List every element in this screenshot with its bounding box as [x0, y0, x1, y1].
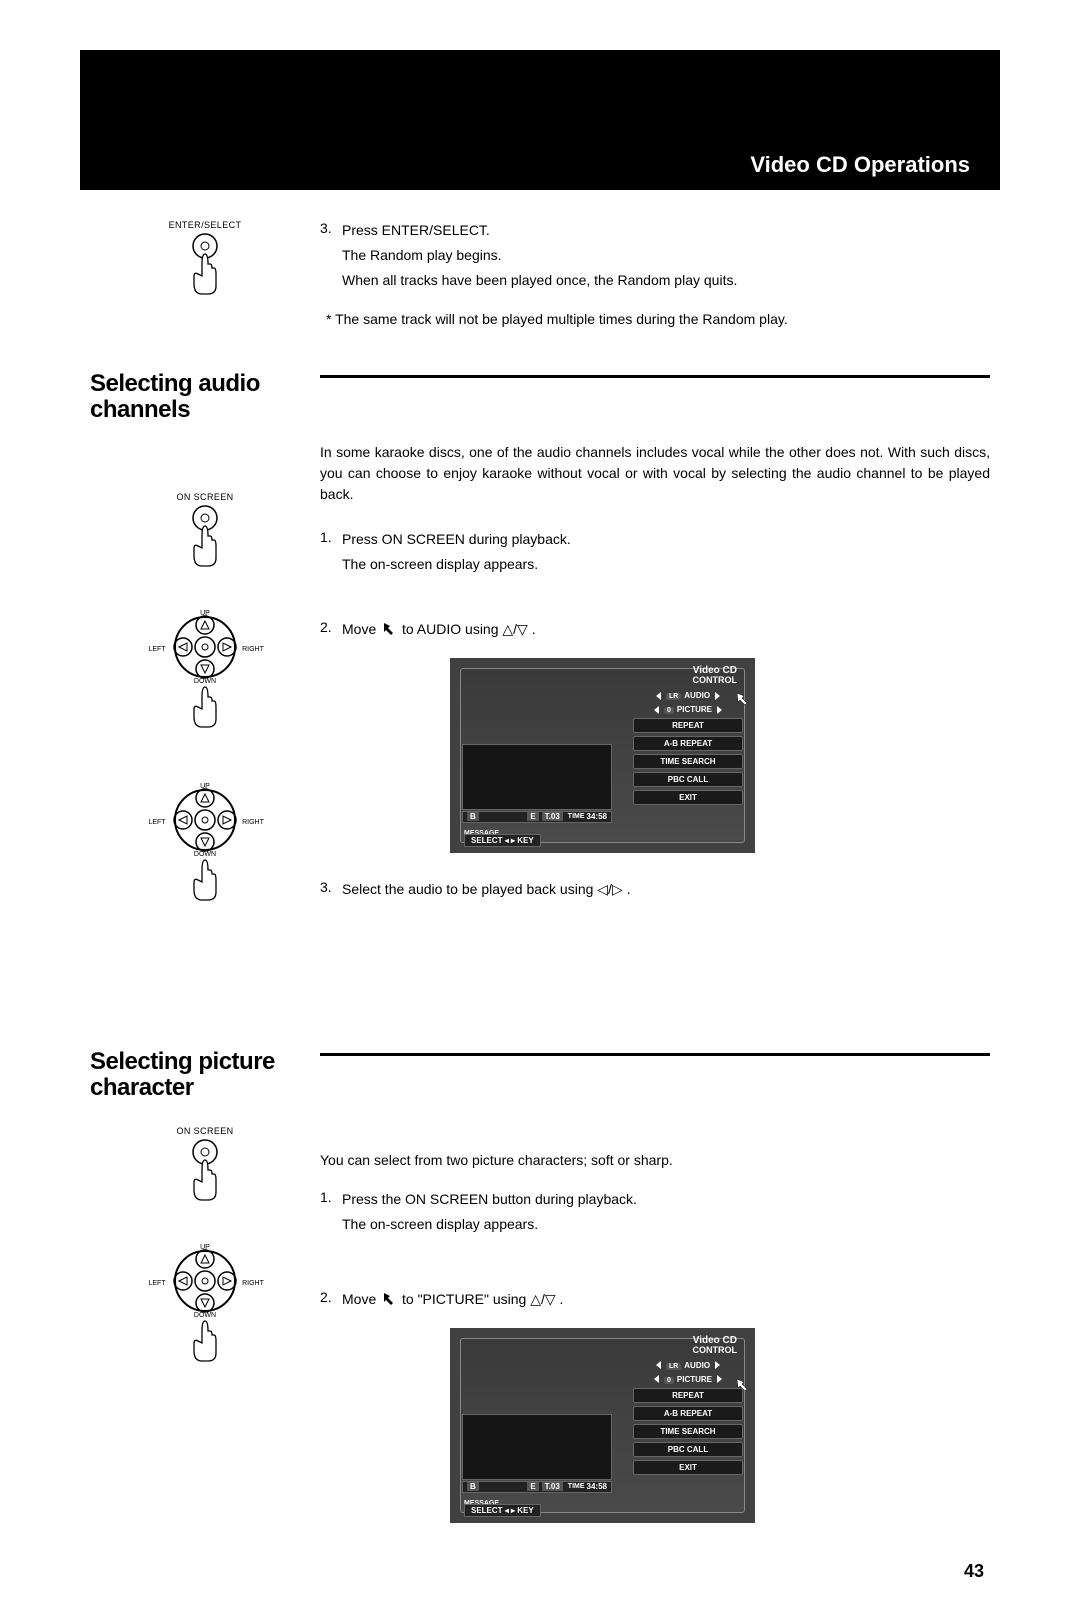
svg-text:LEFT: LEFT [148, 646, 166, 653]
step-line: When all tracks have been played once, t… [342, 270, 990, 291]
osd-item-picture: 0PICTURE [633, 704, 743, 715]
on-screen-callout: ON SCREEN [90, 1126, 320, 1211]
manual-page: Video CD Operations ENTER/SELECT 3. Pres… [0, 0, 1080, 1622]
osd-time-bar: B E T.03 TIME 34:58 [462, 1481, 612, 1493]
step-number: 2. [320, 619, 342, 644]
icon-label: ON SCREEN [90, 492, 320, 502]
finger-press-icon [180, 232, 230, 302]
step-number: 1. [320, 529, 342, 579]
osd-item-time: TIME SEARCH [633, 1424, 743, 1439]
page-number: 43 [90, 1561, 990, 1582]
osd-time-bar: B E T.03 TIME 34:58 [462, 811, 612, 823]
step-number: 2. [320, 1289, 342, 1314]
osd-item-ab: A-B REPEAT [633, 1406, 743, 1421]
dpad-icon: UP LEFT RIGHT DOWN [145, 607, 265, 747]
step-number: 3. [320, 220, 342, 295]
section-heading: Selecting audio channels [90, 371, 320, 424]
hand-cursor-icon [735, 692, 749, 706]
step-number: 3. [320, 879, 342, 904]
dpad-callout: UP LEFT RIGHT DOWN [90, 1241, 320, 1384]
osd-select-hint: SELECT ◂ ▸ KEY [464, 834, 541, 847]
hand-cursor-icon [735, 1378, 749, 1392]
osd-screenshot-picture: Video CD CONTROL LRAUDIO 0PICTURE REPEAT… [450, 1328, 755, 1523]
header-bar: Video CD Operations [80, 50, 1000, 190]
hand-cursor-icon [380, 621, 398, 637]
osd-item-exit: EXIT [633, 1460, 743, 1475]
finger-press-icon [180, 1138, 230, 1208]
osd-item-pbc: PBC CALL [633, 1442, 743, 1457]
section-rule: Selecting picture character [90, 1049, 990, 1102]
dpad-icon: UP LEFT RIGHT DOWN [145, 1241, 265, 1381]
hand-cursor-icon [380, 1291, 398, 1307]
osd-item-time: TIME SEARCH [633, 754, 743, 769]
osd-item-exit: EXIT [633, 790, 743, 805]
step-line: Select the audio to be played back using… [342, 879, 990, 900]
svg-text:DOWN: DOWN [194, 1312, 216, 1319]
section-intro: In some karaoke discs, one of the audio … [320, 442, 990, 505]
random-play-step: ENTER/SELECT 3. Press ENTER/SELECT. The … [90, 220, 990, 335]
osd-screenshot-audio: Video CD CONTROL LRAUDIO 0PICTURE REPEAT… [450, 658, 755, 853]
svg-text:RIGHT: RIGHT [242, 819, 265, 826]
svg-text:RIGHT: RIGHT [242, 1280, 265, 1287]
footnote: * The same track will not be played mult… [320, 309, 990, 330]
finger-press-icon [180, 504, 230, 574]
step-line: The on-screen display appears. [342, 1214, 990, 1235]
dpad-callout: UP LEFT RIGHT DOWN [90, 607, 320, 750]
osd-item-pbc: PBC CALL [633, 772, 743, 787]
header-title: Video CD Operations [750, 152, 970, 178]
svg-text:LEFT: LEFT [148, 1280, 166, 1287]
svg-text:DOWN: DOWN [194, 851, 216, 858]
dpad-icon: UP LEFT RIGHT DOWN [145, 780, 265, 920]
osd-select-hint: SELECT ◂ ▸ KEY [464, 1504, 541, 1517]
section-rule: Selecting audio channels [90, 371, 990, 424]
step-line: Move to "PICTURE" using △/▽ . [342, 1289, 990, 1310]
step-line: Press ENTER/SELECT. [342, 220, 990, 241]
step-line: The on-screen display appears. [342, 554, 990, 575]
step-line: Press ON SCREEN during playback. [342, 529, 990, 550]
section-intro: You can select from two picture characte… [320, 1150, 990, 1171]
osd-item-audio: LRAUDIO [633, 690, 743, 701]
dpad-lr-callout: UP LEFT RIGHT DOWN [90, 780, 320, 923]
section-heading: Selecting picture character [90, 1049, 320, 1102]
osd-item-audio: LRAUDIO [633, 1360, 743, 1371]
step-line: Move to AUDIO using △/▽ . [342, 619, 990, 640]
step-number: 1. [320, 1189, 342, 1239]
icon-label: ON SCREEN [90, 1126, 320, 1136]
osd-item-repeat: REPEAT [633, 1388, 743, 1403]
step-line: Press the ON SCREEN button during playba… [342, 1189, 990, 1210]
svg-text:RIGHT: RIGHT [242, 646, 265, 653]
osd-item-repeat: REPEAT [633, 718, 743, 733]
osd-item-picture: 0PICTURE [633, 1374, 743, 1385]
svg-text:LEFT: LEFT [148, 819, 166, 826]
step-line: The Random play begins. [342, 245, 990, 266]
on-screen-callout: ON SCREEN [90, 492, 320, 577]
enter-select-callout: ENTER/SELECT [90, 220, 320, 305]
svg-text:DOWN: DOWN [194, 678, 216, 685]
icon-label: ENTER/SELECT [90, 220, 320, 230]
osd-item-ab: A-B REPEAT [633, 736, 743, 751]
